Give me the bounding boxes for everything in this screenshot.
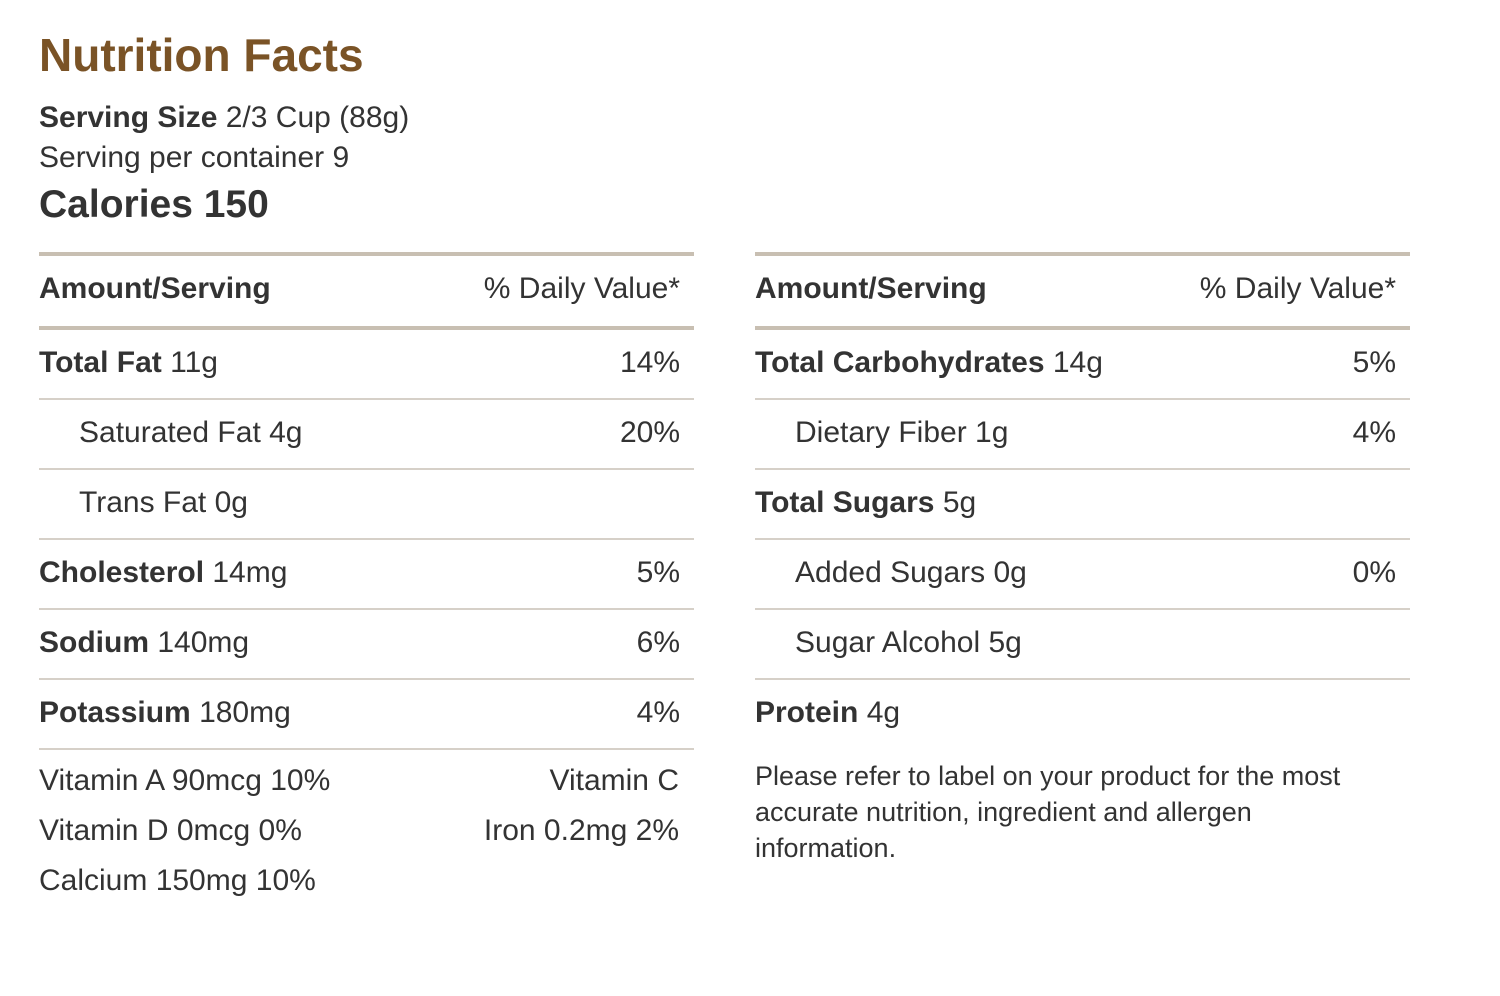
nutrient-name: Total Fat [39, 346, 162, 379]
nutrient-label: Dietary Fiber 1g [795, 416, 1009, 449]
nutrient-name: Potassium [39, 696, 191, 729]
vitamin-a: Vitamin A 90mcg 10% [39, 764, 331, 797]
nutrient-row-potassium: Potassium 180mg 4% [39, 680, 694, 750]
nutrient-label: Total Fat 11g [39, 346, 218, 380]
nutrient-daily-value: 4% [636, 696, 680, 729]
vitamin-d: Vitamin D 0mcg 0% [39, 814, 302, 847]
nutrient-daily-value: 5% [1352, 346, 1396, 379]
calories: Calories 150 [39, 183, 269, 226]
nutrients-right-column: Amount/Serving % Daily Value* Total Carb… [755, 252, 1410, 748]
nutrient-daily-value: 4% [1352, 416, 1396, 449]
vitamin-c: Vitamin C [549, 764, 680, 797]
nutrient-row-total-carbohydrates: Total Carbohydrates 14g 5% [755, 330, 1410, 400]
label-disclaimer: Please refer to label on your product fo… [755, 761, 1341, 863]
nutrient-label: Added Sugars 0g [795, 556, 1027, 589]
nutrient-row-total-fat: Total Fat 11g 14% [39, 330, 694, 400]
nutrient-amount: 140mg [157, 626, 250, 659]
nutrient-row-trans-fat: Trans Fat 0g [39, 470, 694, 540]
serving-size-value: 2/3 Cup (88g) [225, 101, 410, 134]
right-column-header: Amount/Serving % Daily Value* [755, 252, 1410, 330]
nutrient-row-total-sugars: Total Sugars 5g [755, 470, 1410, 540]
daily-value-heading: % Daily Value* [483, 272, 680, 305]
nutrient-row-cholesterol: Cholesterol 14mg 5% [39, 540, 694, 610]
amount-serving-heading: Amount/Serving [755, 272, 987, 305]
nutrient-label: Potassium 180mg [39, 696, 291, 730]
nutrient-amount: 4g [866, 696, 901, 729]
nutrient-amount: 180mg [199, 696, 291, 729]
nutrient-daily-value: 14% [619, 346, 680, 379]
nutrient-label: Total Carbohydrates 14g [755, 346, 1103, 380]
servings-per-container: Serving per container 9 [39, 141, 350, 174]
nutrient-row-saturated-fat: Saturated Fat 4g 20% [39, 400, 694, 470]
nutrient-row-sugar-alcohol: Sugar Alcohol 5g [755, 610, 1410, 680]
nutrient-daily-value: 20% [619, 416, 680, 449]
serving-size: Serving Size 2/3 Cup (88g) [39, 101, 409, 135]
nutrient-label: Saturated Fat 4g [79, 416, 303, 449]
nutrient-label: Cholesterol 14mg [39, 556, 287, 590]
page-title: Nutrition Facts [39, 29, 364, 81]
nutrient-name: Total Sugars [755, 486, 935, 519]
nutrient-label: Sugar Alcohol 5g [795, 626, 1022, 659]
iron: Iron 0.2mg 2% [483, 814, 679, 847]
nutrient-daily-value: 0% [1352, 556, 1396, 589]
nutrient-daily-value: 6% [636, 626, 680, 659]
nutrient-row-added-sugars: Added Sugars 0g 0% [755, 540, 1410, 610]
serving-size-label: Serving Size [39, 101, 218, 134]
calcium: Calcium 150mg 10% [39, 864, 316, 897]
nutrient-label: Protein 4g [755, 696, 900, 730]
nutrient-name: Cholesterol [39, 556, 205, 589]
amount-serving-heading: Amount/Serving [39, 272, 271, 305]
nutrient-amount: 14mg [212, 556, 288, 589]
nutrient-row-sodium: Sodium 140mg 6% [39, 610, 694, 680]
nutrient-name: Sodium [39, 626, 149, 659]
nutrient-label: Trans Fat 0g [79, 486, 248, 519]
nutrient-amount: 14g [1052, 346, 1103, 379]
nutrient-name: Total Carbohydrates [755, 346, 1045, 379]
nutrient-amount: 5g [942, 486, 977, 519]
nutrient-row-protein: Protein 4g [755, 680, 1410, 748]
nutrient-name: Protein [755, 696, 859, 729]
left-column-header: Amount/Serving % Daily Value* [39, 252, 694, 330]
nutrient-label: Sodium 140mg [39, 626, 249, 660]
nutrient-label: Total Sugars 5g [755, 486, 976, 520]
nutrient-amount: 11g [170, 346, 218, 379]
nutrient-daily-value: 5% [636, 556, 680, 589]
nutrient-row-dietary-fiber: Dietary Fiber 1g 4% [755, 400, 1410, 470]
daily-value-heading: % Daily Value* [1199, 272, 1396, 305]
nutrients-left-column: Amount/Serving % Daily Value* Total Fat … [39, 252, 694, 750]
